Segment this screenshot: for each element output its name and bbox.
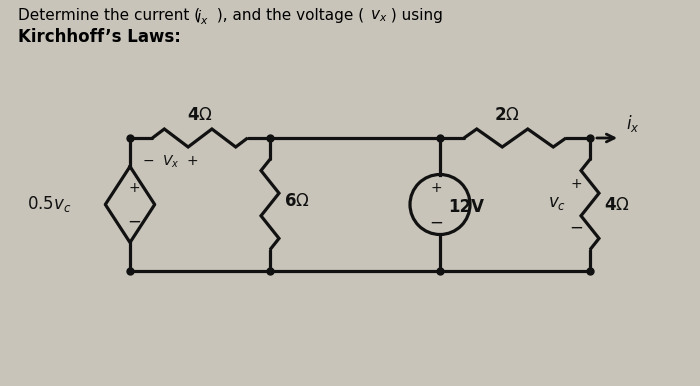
Text: $-$: $-$ bbox=[569, 217, 583, 235]
Text: $-$: $-$ bbox=[127, 212, 141, 230]
Text: $i_x$: $i_x$ bbox=[196, 8, 209, 27]
Text: $+$: $+$ bbox=[128, 181, 140, 195]
Text: $i_x$: $i_x$ bbox=[626, 113, 640, 134]
Text: 2$\Omega$: 2$\Omega$ bbox=[494, 106, 520, 124]
Text: Kirchhoff’s Laws:: Kirchhoff’s Laws: bbox=[18, 28, 181, 46]
Text: $0.5v_c$: $0.5v_c$ bbox=[27, 195, 72, 215]
Text: ), and the voltage (: ), and the voltage ( bbox=[212, 8, 369, 23]
Text: 6$\Omega$: 6$\Omega$ bbox=[284, 191, 309, 210]
Text: $-$  $V_x$  $+$: $-$ $V_x$ $+$ bbox=[142, 154, 199, 170]
Text: ) using: ) using bbox=[386, 8, 443, 23]
Text: $+$: $+$ bbox=[430, 181, 442, 195]
Text: 12V: 12V bbox=[448, 198, 484, 217]
Text: Determine the current (: Determine the current ( bbox=[18, 8, 205, 23]
Text: $+$: $+$ bbox=[570, 178, 582, 191]
Text: $v_x$: $v_x$ bbox=[370, 8, 387, 24]
Text: $v_c$: $v_c$ bbox=[548, 193, 566, 212]
Text: $-$: $-$ bbox=[429, 213, 443, 230]
Text: 4$\Omega$: 4$\Omega$ bbox=[604, 195, 630, 213]
Text: 4$\Omega$: 4$\Omega$ bbox=[187, 106, 213, 124]
